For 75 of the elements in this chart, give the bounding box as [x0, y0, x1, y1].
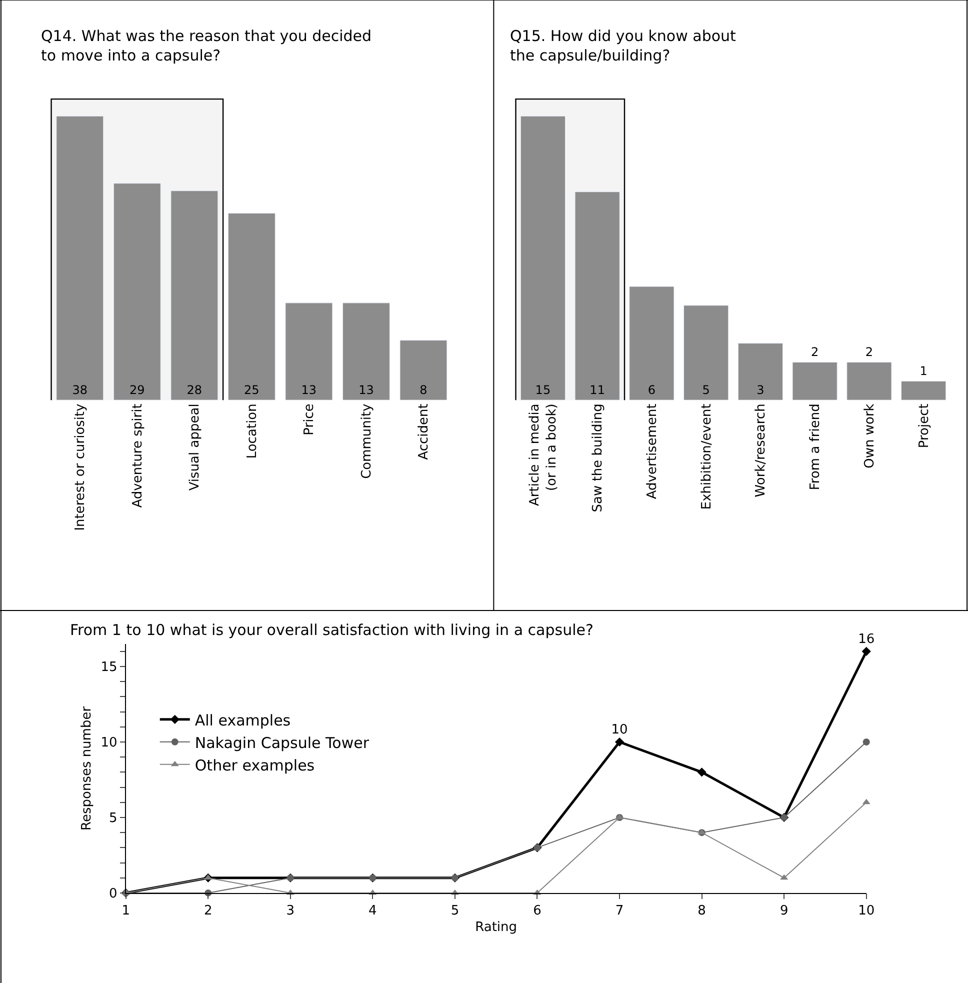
chart-title: Q14. What was the reason that you decided to move into a capsule? [41, 27, 372, 64]
data-label: 16 [858, 632, 875, 647]
data-label: 13 [358, 383, 374, 398]
chart-title: From 1 to 10 what is your overall satisfaction with living in a capsule? [70, 621, 594, 639]
data-label: 3 [756, 383, 764, 398]
bar [285, 302, 333, 400]
x-tick-label: 6 [533, 904, 542, 919]
data-label: 38 [72, 383, 88, 398]
y-tick-label: 0 [108, 886, 118, 902]
y-tick-label: 5 [108, 811, 118, 826]
y-tick-label: 10 [100, 736, 118, 751]
x-tick-label: Advertisement [644, 404, 660, 500]
data-label: 10 [611, 722, 628, 738]
bar [629, 286, 674, 400]
x-tick-label: 8 [698, 904, 706, 919]
x-tick-label: Price [302, 404, 318, 436]
x-tick-label: From a friend [808, 404, 824, 490]
point [862, 798, 870, 804]
x-tick-label: Visual appeal [188, 404, 203, 491]
legend-label: Nakagin Capsule Tower [194, 734, 370, 752]
point [780, 874, 788, 880]
point [862, 646, 871, 656]
data-label: 11 [590, 383, 605, 398]
y-axis-title: Responses number [80, 706, 95, 830]
data-label: 15 [535, 383, 551, 398]
x-tick-label: Work/research [754, 404, 769, 498]
point [862, 738, 870, 746]
data-label: 2 [865, 345, 874, 360]
bar [342, 302, 390, 400]
bar [792, 362, 838, 400]
data-label: 29 [130, 383, 145, 398]
x-tick-label: Interest or curiosity [73, 403, 88, 531]
x-tick-label: Accident [416, 404, 432, 460]
point [204, 874, 212, 880]
y-tick-label: 15 [100, 660, 118, 676]
bar [684, 305, 729, 400]
x-tick-label: 4 [368, 904, 377, 919]
x-tick-label: 1 [122, 904, 130, 919]
x-axis-title: Rating [475, 920, 518, 936]
x-tick-label: Exhibition/event [699, 404, 714, 510]
point [697, 768, 706, 777]
x-tick-label: Adventure spirit [130, 404, 146, 508]
x-tick-label: Community [359, 403, 374, 479]
x-tick-label: 3 [286, 904, 295, 919]
x-tick-label: Project [916, 404, 932, 448]
data-label: 2 [811, 345, 819, 360]
data-label: 5 [702, 383, 710, 398]
bar [901, 380, 946, 400]
x-tick-label: Article in media (or in a book) [528, 404, 560, 506]
bar [574, 192, 620, 400]
bar [56, 116, 104, 400]
bar [113, 183, 161, 400]
bar [170, 190, 218, 400]
bar [846, 362, 892, 400]
x-tick-label: 2 [204, 904, 212, 919]
data-label: 25 [244, 383, 260, 398]
legend-label: Other examples [194, 756, 315, 774]
legend-label: All examples [194, 711, 291, 730]
bar [738, 343, 783, 400]
x-tick-label: 9 [780, 904, 788, 919]
x-tick-label: 5 [450, 904, 460, 919]
point [614, 737, 624, 747]
chart-title: Q15. How did you know about the capsule/building? [510, 27, 736, 64]
x-tick-label: 10 [858, 904, 875, 919]
data-label: 28 [186, 383, 202, 398]
x-tick-label: Own work [862, 403, 878, 468]
x-tick-label: Saw the building [590, 404, 606, 512]
data-label: 13 [301, 383, 317, 398]
bar [228, 213, 276, 400]
data-label: 6 [648, 383, 656, 398]
data-label: 8 [420, 383, 428, 398]
x-tick-label: 7 [615, 904, 624, 919]
bar [400, 340, 448, 400]
data-label: 1 [920, 364, 928, 378]
x-tick-label: Location [244, 404, 260, 459]
